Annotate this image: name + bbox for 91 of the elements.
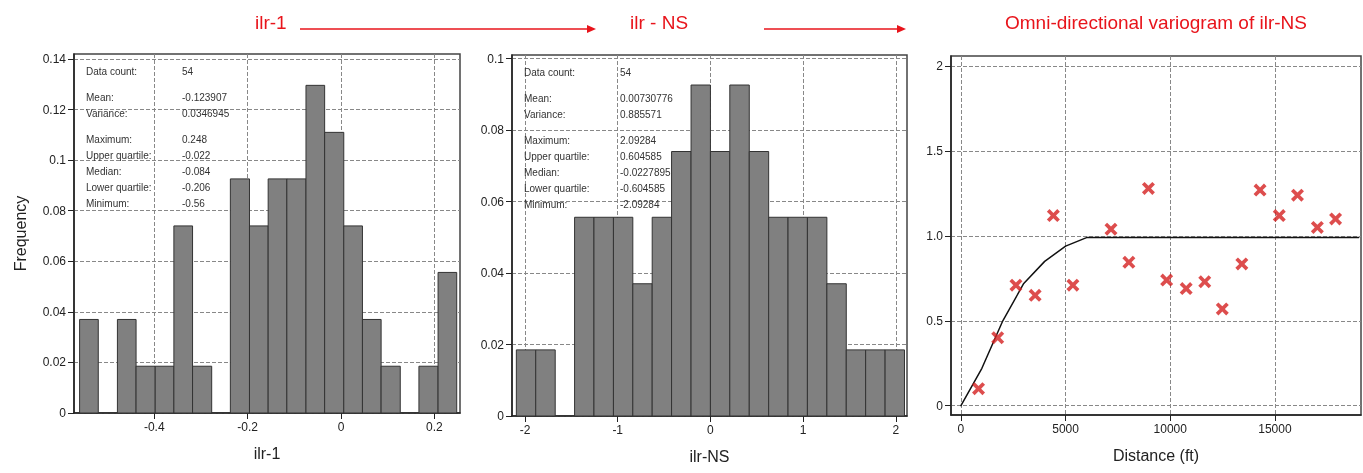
x-tick-label: 15000	[1258, 422, 1292, 436]
y-tick-label: 0.04	[42, 304, 67, 319]
annotation: -0.0227895	[620, 166, 672, 178]
x-tick-label: -0.4	[143, 420, 165, 434]
point	[1046, 209, 1060, 223]
chart-title: ilr - NS	[630, 12, 689, 33]
point	[1009, 278, 1023, 292]
annotation: 0.248	[182, 133, 208, 145]
x-tick-label: 0.2	[425, 420, 443, 434]
x-axis-title: Distance (ft)	[1112, 446, 1200, 464]
annotation: 0.604585	[620, 150, 663, 162]
y-tick-label: 0	[59, 406, 67, 420]
annotation: Variance:	[86, 107, 128, 119]
point	[1141, 181, 1155, 195]
point	[1104, 222, 1118, 236]
point	[1198, 275, 1212, 289]
annotation: 54	[182, 65, 194, 77]
point	[1290, 188, 1304, 202]
x-tick-label: -2	[519, 423, 531, 437]
annotation: Upper quartile:	[86, 149, 152, 161]
point	[1179, 282, 1193, 296]
annotation: Upper quartile:	[524, 150, 590, 162]
y-tick-label: 0.12	[42, 102, 67, 117]
point	[1122, 255, 1136, 269]
y-tick-label: 1.5	[926, 144, 944, 159]
annotation: Minimum:	[524, 198, 568, 210]
annotation: 0.885571	[620, 108, 663, 120]
annotation: Maximum:	[524, 134, 571, 146]
x-tick-label: -1	[612, 423, 624, 437]
point	[1272, 209, 1286, 223]
annotation: Median:	[86, 165, 122, 177]
annotation: Lower quartile:	[524, 182, 590, 194]
annotation: 0.00730776	[620, 92, 674, 104]
annotation: -0.022	[182, 149, 211, 161]
annotation: -0.206	[182, 181, 211, 193]
point	[1160, 273, 1174, 287]
annotation: Minimum:	[86, 197, 130, 209]
y-tick-label: 0.04	[480, 266, 505, 281]
point	[1235, 257, 1249, 271]
x-axis-title: ilr-1	[253, 444, 281, 462]
x-tick-label: 5000	[1052, 422, 1080, 436]
y-tick-label: 0.02	[480, 337, 505, 352]
annotation: Maximum:	[86, 133, 133, 145]
chart-title: ilr-1	[255, 12, 287, 33]
point	[1253, 183, 1267, 197]
point	[972, 382, 986, 396]
y-tick-label: 0.08	[42, 203, 67, 218]
x-tick-label: 10000	[1153, 422, 1188, 436]
annotation: -0.56	[182, 197, 206, 209]
x-tick-label: 0	[337, 420, 345, 434]
annotation: -2.09284	[620, 198, 660, 210]
annotation: 2.09284	[620, 134, 657, 146]
line-series	[960, 236, 1360, 407]
annotation: Median:	[524, 166, 560, 178]
annotation: -0.604585	[620, 182, 666, 194]
chart-title: Omni-directional variogram of ilr-NS	[1005, 12, 1307, 33]
annotation: Data count:	[524, 66, 576, 78]
annotation: Data count:	[86, 65, 138, 77]
annotation: Mean:	[524, 92, 552, 104]
point	[1310, 220, 1324, 234]
x-tick-label: 0	[957, 422, 965, 436]
y-tick-label: 0.14	[42, 52, 67, 67]
x-axis-title: ilr-NS	[689, 447, 730, 465]
annotation: Lower quartile:	[86, 181, 152, 193]
y-tick-label: 0.08	[480, 123, 505, 138]
y-tick-label: 0.5	[926, 313, 944, 328]
y-tick-label: 0.1	[487, 51, 505, 66]
point	[1329, 212, 1343, 226]
y-tick-label: 1.0	[926, 228, 944, 243]
point	[1028, 288, 1042, 302]
y-tick-label: 0.06	[480, 194, 505, 209]
annotation: Variance:	[524, 108, 566, 120]
annotation: -0.123907	[182, 91, 228, 103]
y-tick-label: 0.1	[49, 153, 67, 168]
y-tick-label: 0.06	[42, 254, 67, 269]
x-tick-label: 0	[707, 423, 715, 437]
y-tick-label: 0	[936, 398, 944, 413]
y-tick-label: 0	[497, 409, 505, 423]
x-tick-label: -0.2	[237, 420, 259, 434]
point	[1215, 302, 1229, 316]
annotation: 54	[620, 66, 632, 78]
point	[991, 331, 1005, 345]
y-axis-title: Frequency	[11, 195, 29, 272]
y-tick-label: 2	[936, 59, 944, 74]
annotation: Mean:	[86, 91, 114, 103]
y-tick-label: 0.02	[42, 355, 67, 370]
x-tick-label: 1	[799, 423, 807, 437]
annotation: 0.0346945	[182, 107, 230, 119]
x-tick-label: 2	[892, 423, 900, 437]
annotation: -0.084	[182, 165, 211, 177]
point	[1066, 278, 1080, 292]
